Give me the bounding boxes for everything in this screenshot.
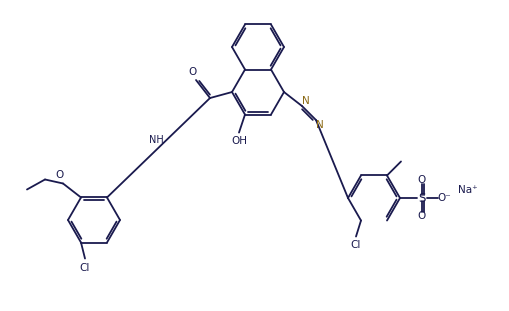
Text: O: O — [56, 170, 64, 180]
Text: O⁻: O⁻ — [437, 193, 451, 203]
Text: O: O — [418, 175, 426, 185]
Text: Cl: Cl — [351, 239, 361, 249]
Text: Na⁺: Na⁺ — [458, 185, 478, 195]
Text: OH: OH — [231, 136, 247, 146]
Text: S: S — [418, 192, 426, 205]
Text: NH: NH — [149, 135, 164, 145]
Text: O: O — [189, 67, 197, 77]
Text: N: N — [316, 120, 324, 130]
Text: O: O — [418, 211, 426, 221]
Text: Cl: Cl — [80, 262, 90, 272]
Text: N: N — [302, 96, 310, 106]
